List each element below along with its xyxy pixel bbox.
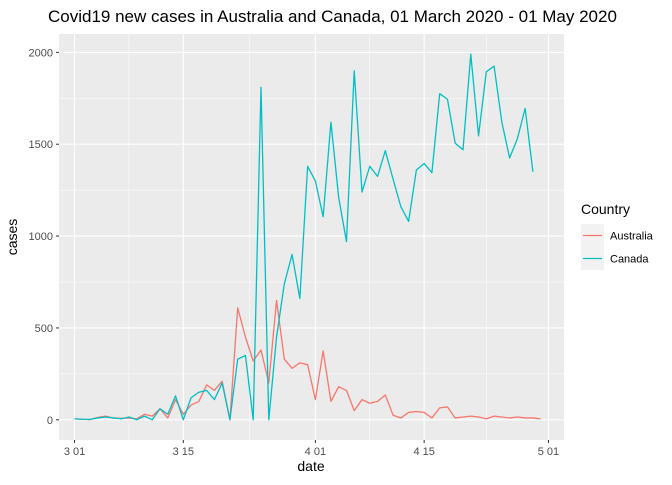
x-tick-label: 3 15 bbox=[173, 446, 194, 458]
x-tick-label: 4 15 bbox=[413, 446, 434, 458]
chart-title: Covid19 new cases in Australia and Canad… bbox=[48, 7, 617, 26]
y-axis-ticks: 0 500 1000 1500 2000 bbox=[29, 47, 59, 427]
legend: Country Australia Canada bbox=[581, 201, 654, 270]
series-lines bbox=[74, 53, 541, 421]
x-tick-label: 3 01 bbox=[64, 446, 85, 458]
plot-panel bbox=[59, 34, 564, 440]
legend-items: Australia Canada bbox=[581, 224, 654, 270]
grid-major bbox=[59, 34, 564, 440]
legend-label-canada: Canada bbox=[610, 254, 649, 266]
x-axis-ticks: 3 01 3 15 4 01 4 15 5 01 bbox=[64, 440, 559, 458]
legend-label-australia: Australia bbox=[610, 231, 654, 243]
y-tick-label: 500 bbox=[35, 323, 53, 335]
y-tick-label: 2000 bbox=[29, 47, 53, 59]
x-tick-label: 4 01 bbox=[305, 446, 326, 458]
series-line-canada bbox=[74, 53, 534, 421]
grid-minor bbox=[59, 34, 564, 440]
y-tick-label: 0 bbox=[47, 415, 53, 427]
x-axis-title: date bbox=[297, 458, 324, 474]
y-tick-label: 1000 bbox=[29, 231, 53, 243]
y-axis-title: cases bbox=[4, 219, 20, 256]
legend-title: Country bbox=[581, 201, 630, 217]
series-line-australia bbox=[74, 299, 541, 421]
x-tick-label: 5 01 bbox=[538, 446, 559, 458]
y-tick-label: 1500 bbox=[29, 139, 53, 151]
